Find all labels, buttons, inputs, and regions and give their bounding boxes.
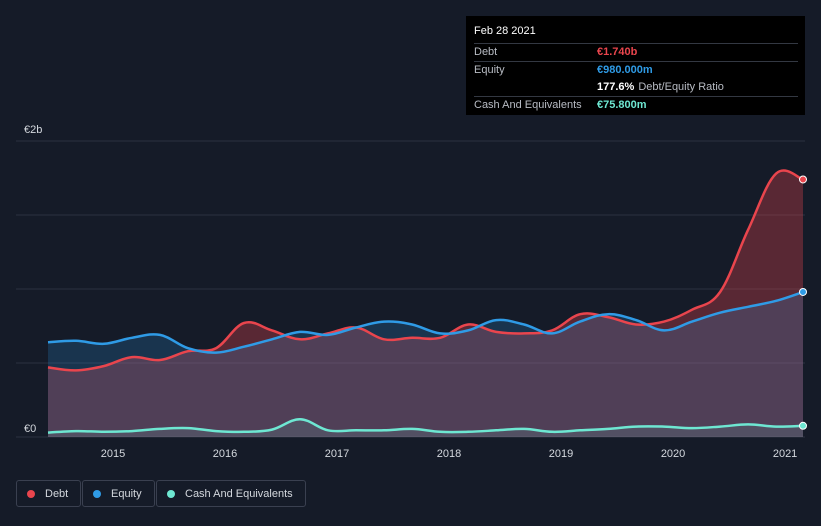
tooltip-date: Feb 28 2021 (474, 24, 798, 44)
tooltip-cash-value: €75.800m (597, 99, 647, 111)
x-tick-label-2019: 2019 (549, 448, 573, 460)
cash-and-equivalents-line (47, 417, 804, 434)
x-tick-label-2017: 2017 (325, 448, 349, 460)
tooltip-ratio-label: Debt/Equity Ratio (638, 81, 724, 93)
legend-item-equity[interactable]: Equity (82, 480, 155, 507)
tooltip-debt-value: €1.740b (597, 46, 638, 58)
legend-item-debt[interactable]: Debt (16, 480, 82, 507)
debt-area (48, 170, 803, 437)
tooltip-debt-label: Debt (474, 46, 498, 58)
tooltip-cash-row: Cash And Equivalents €75.800m (474, 97, 798, 114)
x-axis-tick-labels: 2015 2016 2017 2018 2019 2020 2021 (101, 448, 798, 460)
equity-area (48, 292, 803, 437)
tooltip-cash-label: Cash And Equivalents (474, 99, 582, 111)
debt-dot-icon (27, 489, 35, 498)
series-areas (48, 170, 803, 437)
tooltip-equity-value: €980.000m (597, 64, 653, 76)
cash-dot-icon (167, 489, 175, 498)
series-lines (47, 169, 804, 434)
legend-equity-label: Equity (111, 487, 142, 500)
series-end-points (799, 175, 807, 430)
equity-end-point (799, 287, 807, 296)
legend-cash-label: Cash And Equivalents (185, 487, 293, 500)
tooltip-ratio-value: 177.6% (597, 81, 635, 93)
y-tick-label-zero: €0 (24, 423, 36, 435)
tooltip-debt-row: Debt €1.740b (474, 44, 798, 62)
tooltip-equity-row: Equity €980.000m (474, 62, 798, 79)
tooltip-equity-label: Equity (474, 64, 505, 76)
x-tick-label-2021: 2021 (773, 448, 797, 460)
tooltip-ratio-row: 177.6% Debt/Equity Ratio (474, 79, 798, 97)
chart-grid (16, 140, 805, 438)
legend-item-cash[interactable]: Cash And Equivalents (156, 480, 306, 507)
x-tick-label-2018: 2018 (437, 448, 461, 460)
x-tick-label-2016: 2016 (213, 448, 237, 460)
x-tick-label-2015: 2015 (101, 448, 125, 460)
debt-line (47, 169, 804, 372)
debt-end-point (799, 175, 807, 184)
equity-line (47, 290, 804, 354)
cash-and-equivalents-end-point (799, 421, 807, 430)
legend-debt-label: Debt (45, 487, 69, 500)
data-tooltip: Feb 28 2021 Debt €1.740b Equity €980.000… (466, 16, 805, 115)
equity-dot-icon (93, 489, 101, 498)
y-tick-label-top: €2b (24, 124, 42, 136)
x-tick-label-2020: 2020 (661, 448, 685, 460)
